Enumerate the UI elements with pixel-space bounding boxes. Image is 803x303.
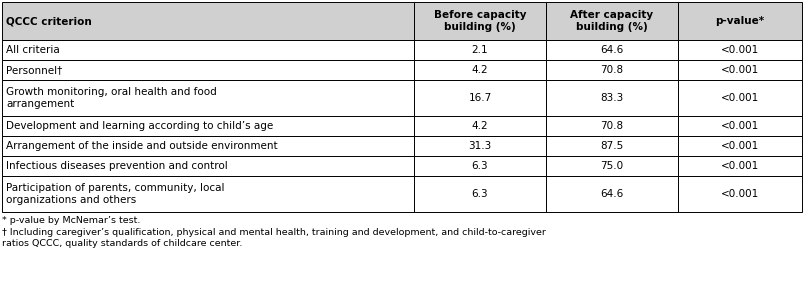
Bar	[545, 40, 677, 60]
Bar	[414, 2, 545, 40]
Text: <0.001: <0.001	[720, 65, 758, 75]
Bar	[414, 60, 545, 80]
Text: 64.6: 64.6	[600, 189, 623, 199]
Text: 87.5: 87.5	[600, 141, 623, 151]
Bar	[414, 116, 545, 136]
Bar	[2, 80, 414, 116]
Text: Before capacity
building (%): Before capacity building (%)	[433, 10, 526, 32]
Text: 16.7: 16.7	[468, 93, 491, 103]
Text: <0.001: <0.001	[720, 121, 758, 131]
Text: 2.1: 2.1	[471, 45, 487, 55]
Text: 6.3: 6.3	[471, 189, 487, 199]
Text: <0.001: <0.001	[720, 45, 758, 55]
Bar	[545, 80, 677, 116]
Bar	[2, 40, 414, 60]
Bar	[2, 60, 414, 80]
Text: Development and learning according to child’s age: Development and learning according to ch…	[6, 121, 273, 131]
Bar	[545, 2, 677, 40]
Text: † Including caregiver’s qualification, physical and mental health, training and : † Including caregiver’s qualification, p…	[2, 228, 545, 248]
Bar	[545, 156, 677, 176]
Text: 4.2: 4.2	[471, 121, 487, 131]
Bar	[677, 176, 801, 212]
Bar	[414, 40, 545, 60]
Bar	[2, 116, 414, 136]
Text: 64.6: 64.6	[600, 45, 623, 55]
Text: 75.0: 75.0	[600, 161, 623, 171]
Text: 83.3: 83.3	[600, 93, 623, 103]
Text: After capacity
building (%): After capacity building (%)	[569, 10, 653, 32]
Text: <0.001: <0.001	[720, 141, 758, 151]
Text: * p-value by McNemar’s test.: * p-value by McNemar’s test.	[2, 216, 141, 225]
Bar	[414, 176, 545, 212]
Bar	[2, 176, 414, 212]
Bar	[677, 80, 801, 116]
Bar	[414, 80, 545, 116]
Bar	[677, 2, 801, 40]
Bar	[2, 156, 414, 176]
Text: 6.3: 6.3	[471, 161, 487, 171]
Bar	[2, 2, 414, 40]
Bar	[677, 40, 801, 60]
Text: All criteria: All criteria	[6, 45, 59, 55]
Bar	[677, 60, 801, 80]
Bar	[414, 136, 545, 156]
Bar	[677, 156, 801, 176]
Text: 70.8: 70.8	[600, 121, 623, 131]
Text: Participation of parents, community, local
organizations and others: Participation of parents, community, loc…	[6, 183, 224, 205]
Text: <0.001: <0.001	[720, 93, 758, 103]
Bar	[2, 136, 414, 156]
Text: <0.001: <0.001	[720, 189, 758, 199]
Text: QCCC criterion: QCCC criterion	[6, 16, 92, 26]
Bar	[677, 136, 801, 156]
Bar	[414, 156, 545, 176]
Bar	[677, 116, 801, 136]
Text: 31.3: 31.3	[468, 141, 491, 151]
Text: p-value*: p-value*	[715, 16, 764, 26]
Bar	[545, 136, 677, 156]
Text: Infectious diseases prevention and control: Infectious diseases prevention and contr…	[6, 161, 227, 171]
Bar	[545, 116, 677, 136]
Bar	[545, 60, 677, 80]
Text: 4.2: 4.2	[471, 65, 487, 75]
Text: Personnel†: Personnel†	[6, 65, 62, 75]
Bar	[545, 176, 677, 212]
Text: <0.001: <0.001	[720, 161, 758, 171]
Text: 70.8: 70.8	[600, 65, 623, 75]
Text: Arrangement of the inside and outside environment: Arrangement of the inside and outside en…	[6, 141, 277, 151]
Text: Growth monitoring, oral health and food
arrangement: Growth monitoring, oral health and food …	[6, 87, 217, 109]
